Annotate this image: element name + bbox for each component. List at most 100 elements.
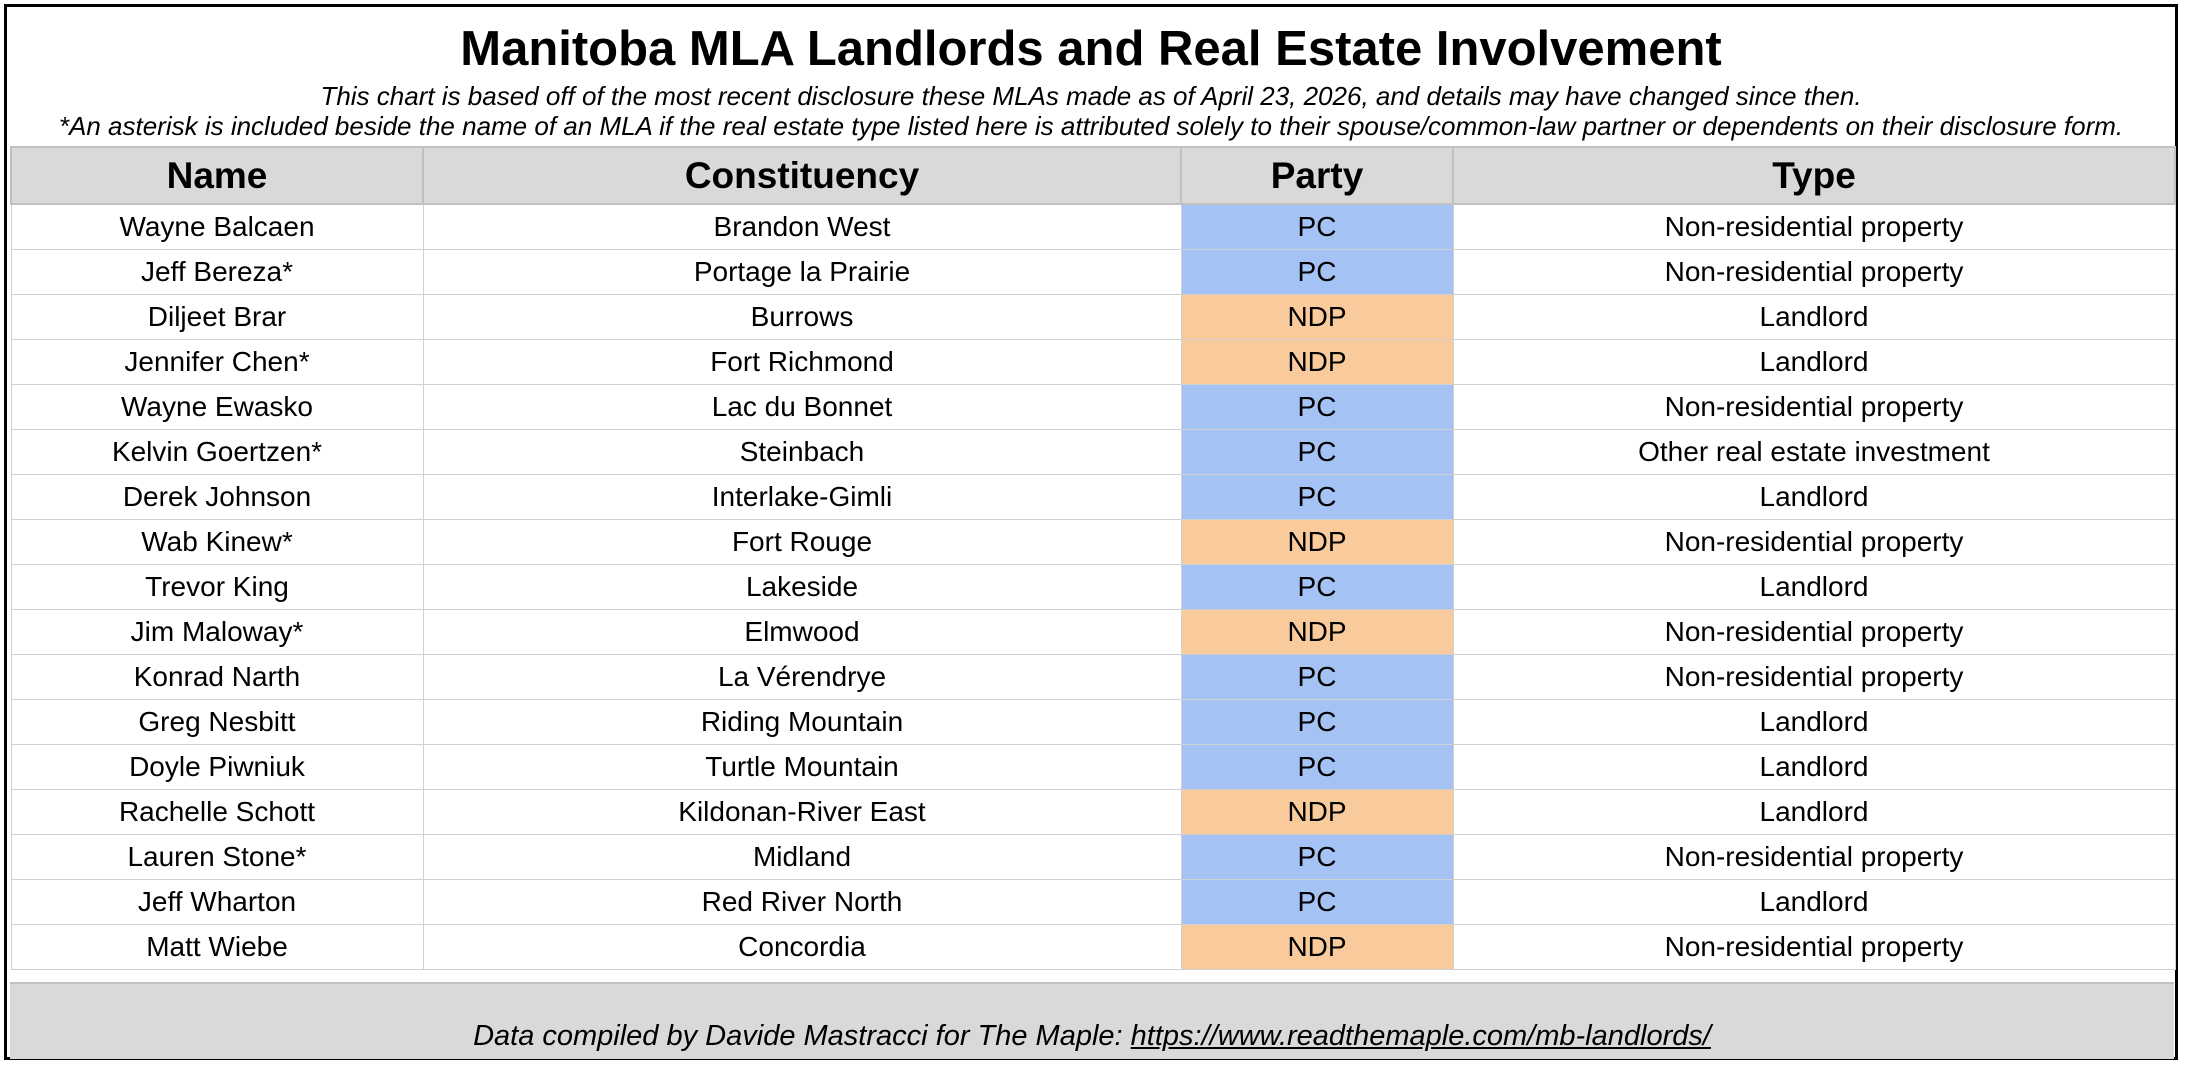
cell-name: Greg Nesbitt <box>10 699 424 745</box>
cell-name: Jim Maloway* <box>10 609 424 655</box>
table-row: Trevor King Lakeside PC Landlord <box>10 564 2176 610</box>
cell-name: Konrad Narth <box>10 654 424 700</box>
cell-constituency: Fort Rouge <box>422 519 1182 565</box>
table-row: Wayne Balcaen Brandon West PC Non-residenti… <box>10 203 2176 250</box>
cell-constituency: Riding Mountain <box>422 699 1182 745</box>
table-row: Konrad Narth La Vérendrye PC Non-residentia… <box>10 654 2176 700</box>
cell-name: Kelvin Goertzen* <box>10 429 424 475</box>
table-row: Jeff Wharton Red River North PC Landlord <box>10 879 2176 925</box>
cell-type: Other real estate investment <box>1452 429 2176 475</box>
cell-constituency: Interlake-Gimli <box>422 474 1182 520</box>
cell-type: Non-residential property <box>1452 924 2176 970</box>
table-header-row: Name Constituency Party Type <box>10 146 2176 205</box>
table-row: Greg Nesbitt Riding Mountain PC Landlord <box>10 699 2176 745</box>
cell-type: Landlord <box>1452 564 2176 610</box>
table-row: Doyle Piwniuk Turtle Mountain PC Landlord <box>10 744 2176 790</box>
footer-credit: Data compiled by Davide Mastracci for Th… <box>10 1020 2174 1053</box>
cell-constituency: Midland <box>422 834 1182 880</box>
table-row: Jeff Bereza* Portage la Prairie PC Non-resi… <box>10 249 2176 295</box>
cell-party: PC <box>1180 203 1454 250</box>
cell-name: Doyle Piwniuk <box>10 744 424 790</box>
cell-name: Matt Wiebe <box>10 924 424 970</box>
cell-party: NDP <box>1180 924 1454 970</box>
cell-name: Derek Johnson <box>10 474 424 520</box>
table-row: Diljeet Brar Burrows NDP Landlord <box>10 294 2176 340</box>
cell-name: Diljeet Brar <box>10 294 424 340</box>
cell-name: Jeff Bereza* <box>10 249 424 295</box>
cell-name: Wayne Ewasko <box>10 384 424 430</box>
column-header-party: Party <box>1180 146 1454 205</box>
cell-party: PC <box>1180 474 1454 520</box>
table-row: Jennifer Chen* Fort Richmond NDP Landlord <box>10 339 2176 385</box>
cell-constituency: Red River North <box>422 879 1182 925</box>
cell-name: Trevor King <box>10 564 424 610</box>
cell-constituency: Kildonan-River East <box>422 789 1182 835</box>
table-row: Lauren Stone* Midland PC Non-residential pr… <box>10 834 2176 880</box>
cell-type: Landlord <box>1452 789 2176 835</box>
cell-type: Non-residential property <box>1452 249 2176 295</box>
cell-party: NDP <box>1180 339 1454 385</box>
chart-frame: Manitoba MLA Landlords and Real Estate I… <box>4 4 2178 1060</box>
table-row: Kelvin Goertzen* Steinbach PC Other real es… <box>10 429 2176 475</box>
column-header-constituency: Constituency <box>422 146 1182 205</box>
subtitle-asterisk-note: *An asterisk is included beside the name… <box>58 111 2124 141</box>
cell-name: Wab Kinew* <box>10 519 424 565</box>
cell-name: Wayne Balcaen <box>10 203 424 250</box>
cell-type: Landlord <box>1452 474 2176 520</box>
page-title: Manitoba MLA Landlords and Real Estate I… <box>460 22 1722 76</box>
table-row: Rachelle Schott Kildonan-River East NDP Lan… <box>10 789 2176 835</box>
cell-constituency: Fort Richmond <box>422 339 1182 385</box>
cell-type: Landlord <box>1452 744 2176 790</box>
source-link[interactable]: https://www.readthemaple.com/mb-landlord… <box>1130 1020 1711 1052</box>
cell-constituency: Elmwood <box>422 609 1182 655</box>
cell-constituency: Turtle Mountain <box>422 744 1182 790</box>
footer: Data compiled by Davide Mastracci for Th… <box>10 982 2174 1059</box>
cell-type: Non-residential property <box>1452 609 2176 655</box>
cell-constituency: Lakeside <box>422 564 1182 610</box>
cell-party: PC <box>1180 879 1454 925</box>
cell-party: PC <box>1180 564 1454 610</box>
table-row: Matt Wiebe Concordia NDP Non-residential pr… <box>10 924 2176 970</box>
cell-constituency: La Vérendrye <box>422 654 1182 700</box>
cell-party: PC <box>1180 249 1454 295</box>
cell-name: Rachelle Schott <box>10 789 424 835</box>
cell-constituency: Concordia <box>422 924 1182 970</box>
table-row: Jim Maloway* Elmwood NDP Non-residential pr… <box>10 609 2176 655</box>
cell-party: PC <box>1180 654 1454 700</box>
cell-party: PC <box>1180 699 1454 745</box>
cell-party: PC <box>1180 429 1454 475</box>
cell-constituency: Brandon West <box>422 203 1182 250</box>
table-row: Wayne Ewasko Lac du Bonnet PC Non-residenti… <box>10 384 2176 430</box>
cell-party: NDP <box>1180 789 1454 835</box>
cell-name: Lauren Stone* <box>10 834 424 880</box>
cell-party: PC <box>1180 834 1454 880</box>
cell-party: PC <box>1180 384 1454 430</box>
cell-type: Landlord <box>1452 339 2176 385</box>
subtitle-disclosure-note: This chart is based off of the most rece… <box>320 81 1862 111</box>
cell-type: Non-residential property <box>1452 203 2176 250</box>
cell-type: Non-residential property <box>1452 834 2176 880</box>
cell-type: Landlord <box>1452 879 2176 925</box>
table-row: Derek Johnson Interlake-Gimli PC Landlord <box>10 474 2176 520</box>
cell-constituency: Steinbach <box>422 429 1182 475</box>
cell-name: Jennifer Chen* <box>10 339 424 385</box>
cell-party: PC <box>1180 744 1454 790</box>
cell-constituency: Portage la Prairie <box>422 249 1182 295</box>
cell-type: Non-residential property <box>1452 654 2176 700</box>
cell-constituency: Burrows <box>422 294 1182 340</box>
cell-type: Landlord <box>1452 699 2176 745</box>
table-body: Wayne Balcaen Brandon West PC Non-residenti… <box>10 203 2176 970</box>
cell-type: Non-residential property <box>1452 519 2176 565</box>
table-row: Wab Kinew* Fort Rouge NDP Non-residential p… <box>10 519 2176 565</box>
cell-name: Jeff Wharton <box>10 879 424 925</box>
column-header-name: Name <box>10 146 424 205</box>
mla-table: Name Constituency Party Type Wayne Balca… <box>10 146 2176 970</box>
cell-constituency: Lac du Bonnet <box>422 384 1182 430</box>
column-header-type: Type <box>1452 146 2176 205</box>
cell-party: NDP <box>1180 609 1454 655</box>
cell-party: NDP <box>1180 519 1454 565</box>
footer-credit-text: Data compiled by Davide Mastracci for Th… <box>473 1020 1131 1052</box>
cell-type: Non-residential property <box>1452 384 2176 430</box>
cell-type: Landlord <box>1452 294 2176 340</box>
cell-party: NDP <box>1180 294 1454 340</box>
